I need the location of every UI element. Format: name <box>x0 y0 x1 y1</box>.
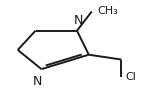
Text: CH₃: CH₃ <box>98 6 118 16</box>
Text: N: N <box>74 14 83 27</box>
Text: N: N <box>32 75 42 88</box>
Text: Cl: Cl <box>126 72 137 82</box>
